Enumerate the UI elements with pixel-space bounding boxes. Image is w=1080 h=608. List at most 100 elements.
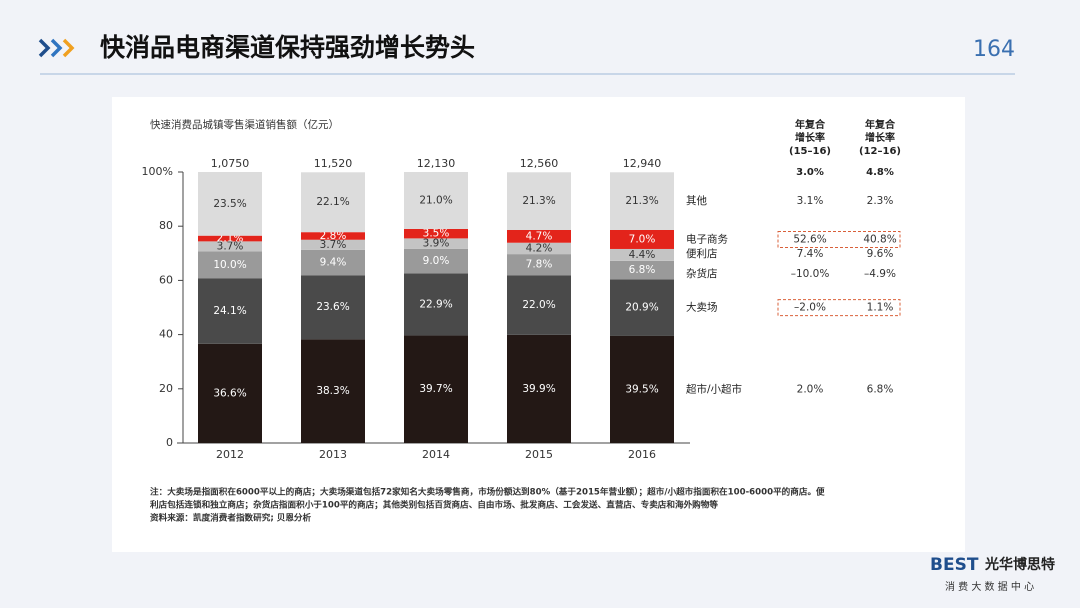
- logo-brand: BEST: [930, 555, 979, 575]
- x-tick-label: 2013: [319, 448, 347, 461]
- cagr-value: 7.4%: [797, 248, 824, 260]
- chart: 0 20 40 60 80 100% 2012 1,0750 36.6% 24.1% 10.0% 3.…: [142, 118, 901, 524]
- value-label: 22.9%: [419, 298, 452, 310]
- bar-segment: [404, 172, 468, 229]
- cagr-value: –10.0%: [791, 268, 830, 280]
- bar-segment: [610, 248, 674, 261]
- y-tick-label: 20: [159, 382, 173, 395]
- series-name: 电子商务: [686, 232, 728, 245]
- cagr-header: 增长率: [795, 131, 825, 144]
- page-number: 164: [973, 37, 1015, 62]
- bar-segment: [507, 172, 571, 230]
- series-name: 便利店: [686, 247, 718, 260]
- value-label: 36.6%: [213, 387, 246, 399]
- cagr-value: 2.0%: [797, 383, 824, 395]
- x-tick-label: 2015: [525, 448, 553, 461]
- logo: BEST 光华博思特 消 费 大 数 据 中 心: [930, 555, 1055, 593]
- value-label: 24.1%: [213, 305, 246, 317]
- value-label: 7.8%: [526, 259, 553, 271]
- series-name: 其他: [686, 194, 707, 207]
- value-label: 21.3%: [625, 195, 658, 207]
- x-tick-label: 2012: [216, 448, 244, 461]
- value-label: 3.5%: [423, 228, 450, 240]
- cagr-value: 9.6%: [867, 248, 894, 260]
- total-label: 11,520: [314, 157, 353, 170]
- cagr-header: 年复合: [865, 118, 896, 131]
- chart-title: 快速消费品城镇零售渠道销售额（亿元）: [150, 118, 339, 131]
- y-tick-label: 100%: [142, 165, 173, 178]
- value-label: 39.9%: [522, 383, 555, 395]
- highlight-box: [777, 299, 901, 317]
- value-label: 7.0%: [629, 233, 656, 245]
- total-label: 1,0750: [211, 157, 250, 170]
- value-label: 21.0%: [419, 194, 452, 206]
- value-label: 20.9%: [625, 302, 658, 314]
- bar-segment: [404, 238, 468, 249]
- bar-segment: [404, 273, 468, 336]
- value-label: 4.2%: [526, 242, 553, 254]
- value-label: 4.4%: [629, 249, 656, 261]
- y-tick-label: 80: [159, 219, 173, 232]
- y-tick-label: 40: [159, 328, 173, 341]
- value-label: 3.9%: [423, 238, 450, 250]
- highlight-box: [777, 230, 901, 248]
- value-label: 23.5%: [213, 198, 246, 210]
- bar-segment: [301, 275, 365, 340]
- page-title: 快消品电商渠道保持强劲增长势头: [100, 33, 475, 62]
- bar-segment: [404, 248, 468, 274]
- x-tick-label: 2014: [422, 448, 450, 461]
- bar-segment: [198, 241, 262, 252]
- cagr-value: 3.1%: [797, 195, 824, 207]
- bar-segment: [610, 229, 674, 249]
- footnote: 资料来源：凯度消费者指数研究; 贝恩分析: [150, 512, 312, 524]
- cagr-total: 3.0%: [796, 167, 824, 178]
- bar-segment: [198, 251, 262, 279]
- value-label: 39.5%: [625, 383, 658, 395]
- value-label: 2.8%: [320, 230, 347, 242]
- cagr-header: 增长率: [865, 131, 895, 144]
- logo-name: 光华博思特: [984, 556, 1055, 573]
- bar-segment: [507, 254, 571, 276]
- footnote: 注：大卖场是指面积在6000平以上的商店；大卖场渠道包括72家知名大卖场零售商，…: [150, 486, 825, 498]
- value-label: 39.7%: [419, 383, 452, 395]
- value-label: 3.7%: [217, 240, 244, 252]
- bar-segment: [198, 278, 262, 344]
- bar-segment: [198, 343, 262, 443]
- bar-segment: [404, 228, 468, 239]
- cagr-header: (12–16): [859, 146, 901, 157]
- bar-segment: [301, 232, 365, 240]
- bar-segment: [610, 335, 674, 443]
- bar-segment: [507, 242, 571, 255]
- value-label: 38.3%: [316, 385, 349, 397]
- cagr-value: 6.8%: [867, 383, 894, 395]
- series-name: 超市/小超市: [686, 382, 742, 395]
- logo-tagline: 消 费 大 数 据 中 心: [945, 580, 1034, 593]
- total-label: 12,130: [417, 157, 456, 170]
- bar-segment: [507, 275, 571, 335]
- bar-segment: [507, 334, 571, 443]
- cagr-value: 1.1%: [867, 302, 894, 314]
- cagr-value: –4.9%: [864, 268, 896, 280]
- cagr-value: –2.0%: [794, 302, 826, 314]
- footnote: 利店包括连锁和独立商店；杂货店指面积小于100平的商店；其他类别包括百货商店、自…: [149, 499, 718, 511]
- y-tick-label: 60: [159, 273, 173, 286]
- bar-segment: [301, 339, 365, 443]
- bar-segment: [610, 172, 674, 230]
- bar-segment: [610, 279, 674, 336]
- cagr-total: 4.8%: [866, 167, 894, 178]
- bar-segment: [198, 172, 262, 236]
- cagr-header: 年复合: [795, 118, 826, 131]
- cagr-value: 2.3%: [867, 195, 894, 207]
- bar-segment: [301, 239, 365, 250]
- total-label: 12,940: [623, 157, 662, 170]
- header-arrows: [38, 38, 75, 58]
- value-label: 21.3%: [522, 195, 555, 207]
- cagr-header: (15–16): [789, 146, 831, 157]
- bar-segment: [507, 229, 571, 243]
- series-name: 大卖场: [686, 301, 718, 314]
- series-name: 杂货店: [686, 267, 718, 280]
- bar-segment: [198, 235, 262, 242]
- value-label: 10.0%: [213, 259, 246, 271]
- bar-segment: [301, 249, 365, 276]
